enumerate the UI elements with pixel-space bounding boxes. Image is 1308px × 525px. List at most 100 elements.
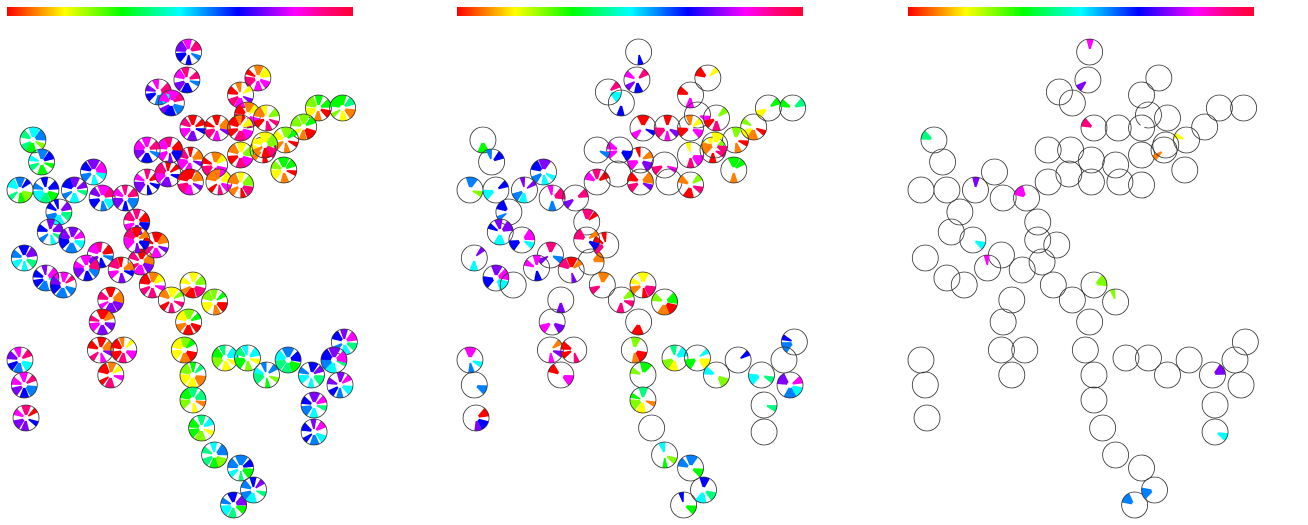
glyph-center (21, 382, 28, 388)
glyph-wedge (108, 257, 122, 270)
glyph-wedge (50, 276, 64, 285)
glyph-outline (460, 371, 488, 399)
glyph-center (237, 465, 244, 471)
glyph-center (1084, 77, 1091, 83)
glyph-wedge (1076, 80, 1088, 92)
glyph-outline (779, 94, 807, 122)
glyph-center (488, 159, 495, 165)
glyph-wedge (100, 255, 114, 262)
glyph-center (1019, 267, 1026, 273)
glyph-center (1067, 147, 1074, 153)
glyph-outline (329, 94, 357, 122)
glyph-wedge (13, 408, 27, 418)
glyph-wedge (741, 127, 754, 139)
glyph-circle (227, 114, 254, 142)
glyph-center (99, 319, 106, 325)
glyph-wedge (139, 285, 153, 296)
glyph-wedge (621, 300, 635, 308)
glyph-wedge (556, 300, 566, 313)
glyph-center (23, 415, 30, 421)
glyph-wedge (616, 103, 625, 117)
glyph-center (540, 169, 547, 175)
glyph-circle (538, 184, 566, 212)
glyph-circle (300, 391, 328, 419)
glyph-wedge (87, 159, 100, 172)
glyph-center (1069, 297, 1076, 303)
glyph-circle (1013, 184, 1040, 212)
glyph-center (214, 125, 221, 131)
glyph-wedge (177, 158, 191, 170)
glyph-circle (604, 160, 632, 188)
glyph-center (758, 372, 765, 378)
glyph-outline (547, 361, 575, 389)
glyph-circle (133, 136, 161, 164)
glyph-wedge (637, 52, 644, 65)
glyph-wedge (152, 285, 166, 292)
glyph-center (221, 355, 228, 361)
glyph-wedge (630, 367, 643, 375)
glyph-outline (661, 344, 689, 372)
glyph-wedge (541, 172, 549, 185)
glyph-wedge (139, 273, 153, 285)
glyph-wedge (41, 265, 48, 278)
glyph-wedge (105, 287, 116, 300)
glyph-outline (1154, 361, 1181, 389)
glyph-center (185, 49, 192, 55)
glyph-circle (530, 158, 557, 186)
glyph-center (280, 167, 287, 173)
glyph-circle (201, 151, 229, 179)
glyph-wedge (288, 360, 301, 373)
glyph-wedge (640, 150, 654, 160)
glyph-center (633, 77, 640, 83)
glyph-wedge (234, 115, 243, 128)
glyph-wedge (174, 80, 187, 91)
glyph-center (711, 142, 718, 148)
glyph-outline (304, 94, 332, 122)
glyph-circle (107, 256, 135, 284)
glyph-circle (677, 171, 704, 199)
glyph-center (479, 137, 486, 143)
glyph-center (533, 265, 540, 271)
glyph-center (594, 147, 601, 153)
glyph-center (557, 297, 564, 303)
glyph-circle (703, 361, 730, 389)
glyph-wedge (211, 356, 225, 369)
glyph-wedge (716, 375, 729, 388)
glyph-wedge (58, 201, 72, 212)
glyph-center (961, 282, 968, 288)
glyph-wedge (790, 375, 803, 385)
glyph-outline (677, 454, 704, 482)
glyph-wedge (327, 377, 341, 385)
glyph-wedge (26, 407, 38, 418)
glyph-circle (1077, 168, 1105, 196)
glyph-outline (1150, 136, 1178, 164)
glyph-circle (1080, 386, 1108, 414)
glyph-center (583, 237, 590, 243)
glyph-circle (304, 94, 332, 122)
glyph-outline (179, 271, 207, 299)
glyph-outline (1201, 391, 1229, 419)
glyph-wedge (39, 190, 52, 203)
glyph-wedge (253, 490, 267, 498)
glyph-wedge (228, 95, 241, 107)
glyph-wedge (192, 285, 206, 298)
glyph-wedge (46, 219, 56, 232)
glyph-circle (629, 271, 657, 299)
glyph-circle (80, 158, 107, 186)
glyph-outline (1128, 81, 1155, 109)
glyph-outline (1057, 136, 1085, 164)
glyph-outline (1154, 104, 1181, 132)
glyph-center (133, 237, 140, 243)
glyph-circle (694, 64, 722, 92)
glyph-wedge (234, 104, 248, 115)
glyph-wedge (547, 185, 554, 198)
glyph-center (183, 77, 190, 83)
glyph-wedge (761, 375, 775, 384)
glyph-wedge (93, 172, 107, 181)
glyph-wedge (600, 232, 607, 245)
glyph-outline (1089, 414, 1117, 442)
glyph-outline (251, 131, 279, 159)
glyph-wedge (240, 185, 247, 198)
glyph-wedge (150, 245, 162, 258)
